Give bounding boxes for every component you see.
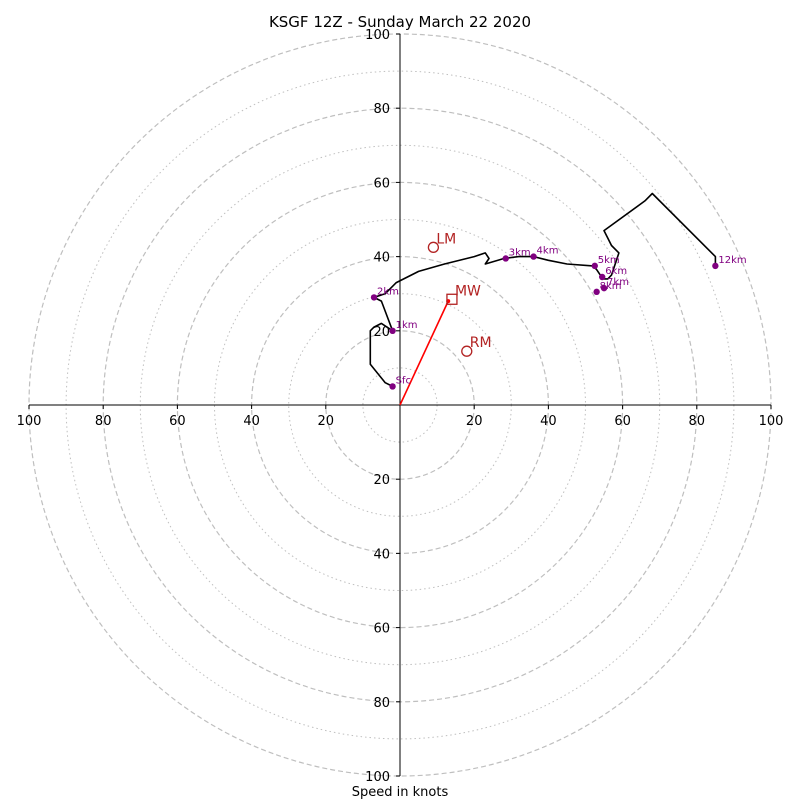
x-axis-label: Speed in knots xyxy=(352,785,449,800)
x-tick-label: 60 xyxy=(614,414,631,429)
y-tick-label: 40 xyxy=(373,251,390,266)
y-tick-label: 20 xyxy=(373,325,390,340)
hodograph-trace-group xyxy=(369,192,717,388)
x-tick-label: 20 xyxy=(466,414,483,429)
height-label-2km: 2km xyxy=(377,286,399,297)
height-marker-Sfc xyxy=(389,383,396,390)
tick-labels: 20 20 20 20 40 40 40 40 60 60 60 60 80 80 80 80 100 100 10… xyxy=(17,28,784,785)
y-tick-label: 60 xyxy=(373,176,390,191)
height-marker-1km xyxy=(389,327,396,334)
hodograph-line xyxy=(369,192,717,388)
motion-label-RM: RM xyxy=(470,335,492,351)
height-marker-4km xyxy=(530,253,537,260)
height-label-8km: 8km xyxy=(600,281,622,292)
x-tick-label: 100 xyxy=(17,414,42,429)
mean-wind-vector xyxy=(399,300,449,406)
height-label-1km: 1km xyxy=(396,320,418,331)
motion-label-MW: MW xyxy=(455,283,481,299)
y-tick-label: 80 xyxy=(373,696,390,711)
height-label-5km: 5km xyxy=(598,255,620,266)
x-tick-label: 60 xyxy=(169,414,186,429)
height-marker-6km xyxy=(598,273,606,281)
motion-marker-LM xyxy=(427,241,440,253)
storm-motion-markers: LM MW RM xyxy=(427,231,492,357)
chart-title: KSGF 12Z - Sunday March 22 2020 xyxy=(269,13,531,31)
x-tick-label: 80 xyxy=(689,414,706,429)
motion-marker-RM xyxy=(461,345,473,357)
x-tick-label: 100 xyxy=(759,414,784,429)
mean-wind-vector-group xyxy=(399,299,451,406)
height-label-6km: 6km xyxy=(605,266,627,277)
y-tick-label: 20 xyxy=(373,473,390,488)
x-tick-label: 40 xyxy=(540,414,557,429)
y-tick-label: 40 xyxy=(373,547,390,562)
height-marker-12km xyxy=(712,262,719,270)
height-marker-7km xyxy=(600,284,608,292)
motion-label-LM: LM xyxy=(436,231,456,247)
y-tick-label: 60 xyxy=(373,622,390,637)
y-tick-label: 100 xyxy=(365,28,390,43)
motion-marker-MW xyxy=(446,293,458,305)
x-tick-label: 20 xyxy=(318,414,335,429)
height-label-4km: 4km xyxy=(537,246,559,257)
height-label-12km: 12km xyxy=(718,255,746,266)
height-marker-3km xyxy=(502,255,509,262)
height-marker-5km xyxy=(591,262,598,270)
height-label-7km: 7km xyxy=(607,277,629,288)
x-tick-label: 80 xyxy=(95,414,112,429)
y-tick-label: 100 xyxy=(365,770,390,785)
height-marker-8km xyxy=(593,288,600,296)
x-tick-label: 40 xyxy=(243,414,260,429)
height-label-3km: 3km xyxy=(509,247,531,258)
height-label-Sfc: Sfc xyxy=(396,375,411,386)
height-marker-2km xyxy=(370,294,378,301)
y-tick-label: 80 xyxy=(373,102,390,117)
